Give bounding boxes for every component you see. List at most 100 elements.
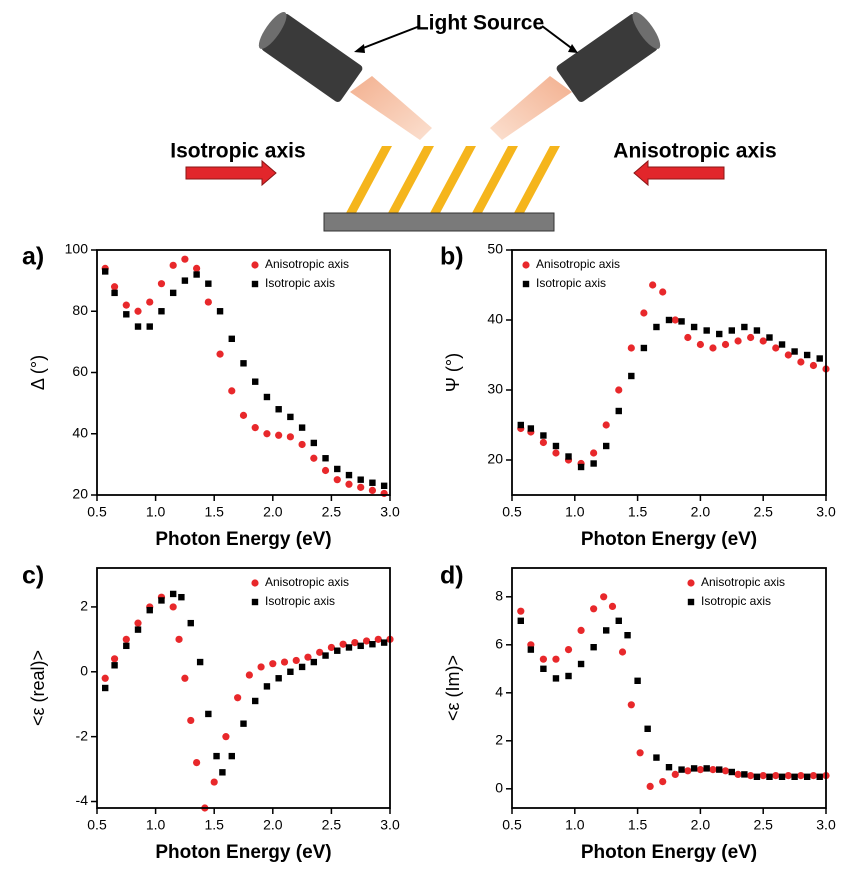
data-point	[111, 662, 118, 669]
data-point	[603, 442, 610, 450]
data-point	[778, 341, 786, 348]
data-point	[565, 672, 572, 680]
data-point	[784, 351, 792, 359]
light-source-right	[556, 12, 661, 102]
data-point	[169, 289, 177, 297]
x-tick-label: 3.0	[380, 817, 400, 833]
data-point	[653, 323, 660, 331]
x-tick-label: 3.0	[816, 817, 836, 833]
legend-label: Isotropic axis	[265, 594, 335, 608]
data-point	[178, 593, 185, 601]
data-point	[590, 644, 597, 651]
data-point	[791, 348, 798, 355]
data-point	[263, 430, 271, 438]
y-tick-label: -2	[76, 727, 89, 743]
x-tick-label: 2.0	[263, 817, 283, 833]
y-axis-title: <ε (Im)>	[443, 655, 463, 721]
x-tick-label: 0.5	[87, 504, 107, 520]
data-point	[659, 778, 667, 786]
data-point	[175, 635, 183, 643]
data-point	[540, 432, 547, 439]
data-point	[636, 749, 644, 757]
x-axis-title: Photon Energy (eV)	[155, 529, 331, 550]
x-tick-label: 2.5	[753, 817, 773, 833]
data-point	[181, 277, 189, 284]
y-tick-label: -4	[76, 792, 89, 808]
data-point	[110, 283, 119, 291]
diagram-label: Isotropic axis	[170, 140, 305, 163]
data-point	[146, 606, 153, 614]
data-point	[187, 716, 195, 725]
y-tick-label: 4	[495, 684, 503, 700]
legend-marker	[522, 261, 530, 269]
data-point	[527, 646, 535, 653]
data-point	[747, 333, 755, 342]
data-point	[169, 261, 177, 269]
data-point	[577, 626, 585, 635]
data-point	[205, 710, 212, 718]
legend-marker	[522, 280, 530, 288]
diagram-label: Anisotropic axis	[613, 140, 776, 163]
data-point	[721, 767, 730, 775]
legend-label: Anisotropic axis	[536, 257, 620, 271]
x-tick-label: 0.5	[502, 817, 522, 833]
data-point	[678, 318, 685, 325]
x-tick-label: 0.5	[502, 504, 522, 520]
legend-label: Anisotropic axis	[265, 575, 349, 589]
legend-label: Anisotropic axis	[701, 575, 785, 589]
data-point	[334, 465, 341, 473]
data-point	[809, 361, 818, 370]
series	[517, 617, 823, 780]
y-tick-label: 80	[72, 302, 88, 318]
pointer-head	[568, 44, 578, 53]
data-point	[753, 773, 761, 780]
legend-label: Anisotropic axis	[265, 257, 349, 271]
x-tick-label: 1.5	[628, 504, 648, 520]
legend-marker	[687, 598, 695, 606]
data-point	[228, 752, 235, 760]
data-point	[327, 643, 335, 652]
data-point	[269, 660, 277, 668]
data-point	[321, 466, 330, 475]
x-tick-label: 3.0	[816, 504, 836, 520]
data-point	[615, 386, 623, 394]
nanorods	[346, 146, 560, 213]
data-point	[778, 773, 786, 780]
data-point	[257, 663, 265, 671]
data-point	[169, 590, 177, 598]
data-point	[653, 754, 660, 761]
data-point	[123, 311, 130, 318]
data-point	[357, 483, 365, 491]
y-axis-title: Δ (°)	[28, 355, 48, 390]
data-point	[310, 454, 318, 462]
series	[517, 593, 830, 791]
diagram: Light Source Isotropic axis Anisotropic …	[170, 12, 777, 232]
data-point	[240, 360, 247, 367]
panel-label: d)	[440, 562, 464, 590]
data-point	[111, 289, 118, 297]
data-point	[696, 766, 705, 774]
data-point	[816, 773, 823, 780]
data-point	[684, 767, 692, 775]
data-point	[716, 330, 723, 338]
data-point	[816, 355, 823, 362]
data-point	[369, 641, 376, 648]
legend-marker	[251, 598, 259, 606]
data-point	[703, 327, 710, 334]
chart-panel: c) 0.5 1.0 1.5 2.0 2.5 3.0 -4 -2 0 2 Photon Energy …	[22, 562, 400, 863]
data-point	[216, 350, 224, 358]
data-point	[517, 607, 525, 615]
data-point	[709, 344, 717, 352]
data-point	[368, 486, 377, 495]
data-point	[734, 337, 742, 345]
data-point	[228, 387, 236, 395]
x-tick-label: 3.0	[380, 504, 400, 520]
data-point	[791, 773, 798, 780]
data-point	[304, 653, 312, 661]
pointer	[357, 25, 421, 51]
x-tick-label: 2.5	[322, 504, 342, 520]
data-point	[122, 635, 130, 643]
data-point	[210, 778, 218, 786]
data-point	[809, 772, 818, 780]
chart-panel: a) 0.5 1.0 1.5 2.0 2.5 3.0 20 40 60 80 100 Photon En…	[22, 241, 400, 550]
